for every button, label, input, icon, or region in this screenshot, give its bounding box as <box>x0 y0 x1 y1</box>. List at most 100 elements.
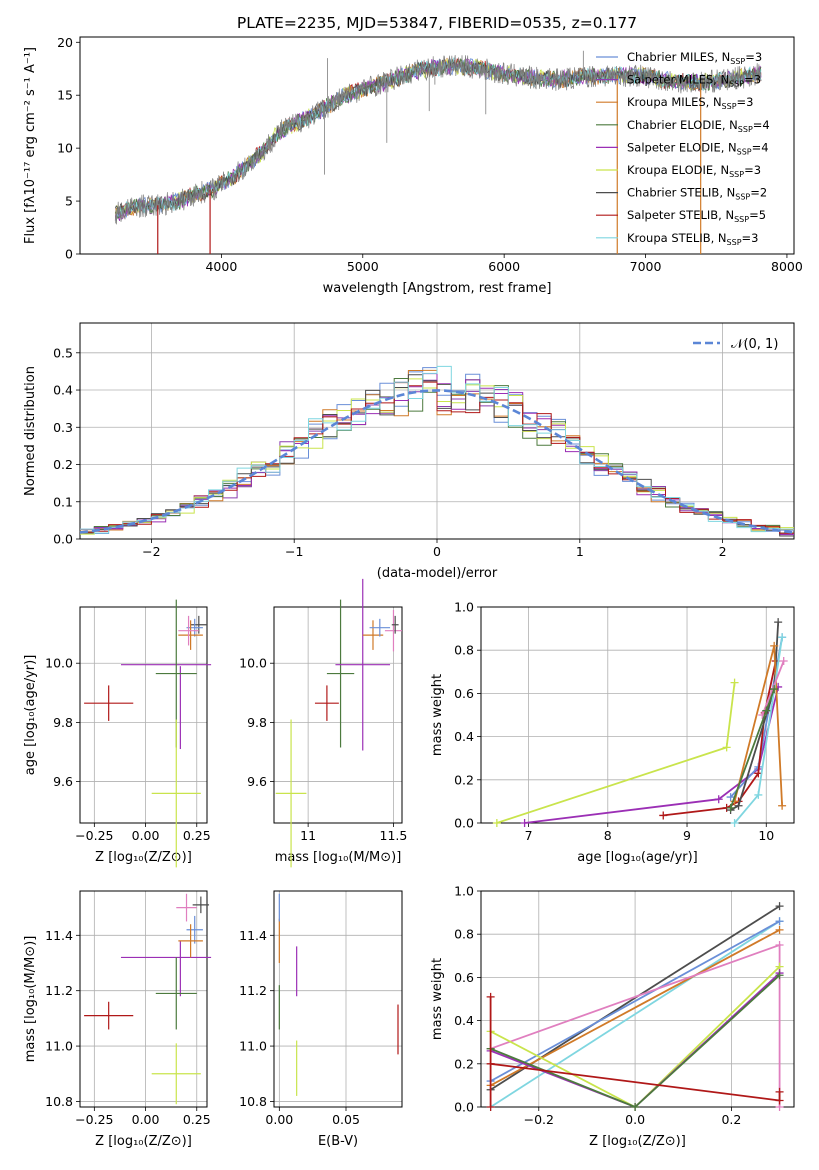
legend-label: Salpeter STELIB, N <box>627 208 734 222</box>
legend-entry: Chabrier ELODIE, NSSP=4 <box>627 118 770 134</box>
y-tick-label: 0.0 <box>53 532 73 547</box>
y-tick-label: 15 <box>57 88 73 103</box>
y-tick-label: 11.4 <box>239 928 267 943</box>
x-tick-label: 5000 <box>347 259 379 274</box>
y-tick-label: 1.0 <box>454 600 474 615</box>
x-tick-label: 0.05 <box>332 1112 360 1127</box>
y-tick-label: 20 <box>57 35 73 50</box>
mass-weight-vs-age-panel: 7 8 9 10 0.0 0.2 0.4 0.6 0.8 1.0 age [log₁₀(age/yr… <box>430 600 795 865</box>
y-tick-label: 0.2 <box>454 1056 474 1071</box>
legend-subscript: SSP <box>729 170 744 179</box>
legend-subscript: SSP <box>722 102 737 111</box>
legend-value: =3 <box>744 73 761 87</box>
legend-entry: Kroupa STELIB, NSSP=3 <box>627 231 758 247</box>
data-point-marker <box>770 685 779 694</box>
data-point-marker <box>722 743 731 752</box>
data-point-marker <box>778 633 787 642</box>
data-point-marker <box>778 801 787 810</box>
age-vs-metallicity-panel: −0.25 0.00 0.25 9.6 9.8 10.0 Z [log₁₀(Z/Z⊙)] ag… <box>23 599 212 868</box>
series-line <box>490 920 781 1108</box>
legend-label: Kroupa ELODIE, N <box>627 163 729 177</box>
y-tick-label: 0.6 <box>454 686 474 701</box>
x-axis-label: Z [log₁₀(Z/Z⊙)] <box>95 1134 192 1149</box>
x-tick-label: 9 <box>683 828 691 843</box>
x-tick-label: 7000 <box>630 259 662 274</box>
data-point-marker <box>762 706 771 715</box>
y-axis-label: mass weight <box>430 958 445 1040</box>
mass-weight-vs-metallicity-panel: −0.2 0.0 0.2 0.0 0.2 0.4 0.6 0.8 1.0 Z [log₁₀(Z/Z… <box>430 884 795 1149</box>
y-tick-label: 9.8 <box>247 715 267 730</box>
legend-entry: Salpeter STELIB, NSSP=5 <box>627 208 766 224</box>
data-point-marker <box>754 790 763 799</box>
legend-entry: Kroupa ELODIE, NSSP=3 <box>627 163 761 179</box>
x-tick-label: 6000 <box>488 259 520 274</box>
legend-label: Chabrier MILES, N <box>627 50 730 64</box>
legend-label: Kroupa STELIB, N <box>627 231 727 245</box>
legend-label: Chabrier STELIB, N <box>627 186 735 200</box>
x-tick-label: 2 <box>719 544 727 559</box>
figure-title: PLATE=2235, MJD=53847, FIBERID=0535, z=0… <box>237 14 637 32</box>
legend-entry: Salpeter ELODIE, NSSP=4 <box>627 140 769 156</box>
y-tick-label: 0.2 <box>53 457 73 472</box>
x-tick-label: 0 <box>433 544 441 559</box>
x-tick-label: −0.25 <box>75 828 113 843</box>
legend-value: =3 <box>745 50 762 64</box>
y-tick-label: 0.0 <box>454 816 474 831</box>
data-point-marker <box>726 793 735 802</box>
data-point-marker <box>775 1096 784 1105</box>
y-tick-label: 0.1 <box>53 494 73 509</box>
data-point-marker <box>726 803 735 812</box>
legend-entry: Kroupa MILES, NSSP=3 <box>627 95 753 111</box>
legend-subscript: SSP <box>727 238 742 247</box>
legend-value: =5 <box>749 208 766 222</box>
x-axis-label: age [log₁₀(age/yr)] <box>577 850 698 865</box>
y-tick-label: 10.0 <box>239 656 267 671</box>
data-point-marker <box>486 1103 495 1111</box>
y-tick-label: 0.6 <box>454 970 474 985</box>
x-tick-label: 11 <box>300 828 316 843</box>
data-point-marker <box>520 819 529 827</box>
y-axis-label: mass [log₁₀(M/M⊙)] <box>23 936 38 1063</box>
age-vs-mass-panel: 11 11.5 9.6 9.8 10.0 mass [log₁₀(M/M⊙)] <box>239 578 407 868</box>
legend-value: =3 <box>737 95 754 109</box>
legend-label: Kroupa MILES, N <box>627 95 722 109</box>
spectrum-panel: 4000 5000 6000 7000 8000 0 5 10 15 20 wavelength [… <box>23 35 803 296</box>
legend-value: =3 <box>742 231 759 245</box>
series-line <box>490 929 781 1087</box>
y-tick-label: 0.2 <box>454 772 474 787</box>
y-tick-label: 11.2 <box>45 983 73 998</box>
x-tick-label: 4000 <box>205 259 237 274</box>
y-tick-label: 11.0 <box>45 1039 73 1054</box>
y-tick-label: 10 <box>57 141 73 156</box>
y-tick-label: 5 <box>65 194 73 209</box>
legend-subscript: SSP <box>735 193 750 202</box>
spectrum-data-line <box>114 55 762 225</box>
data-point-marker <box>775 925 784 934</box>
data-point-marker <box>775 941 784 949</box>
y-tick-label: 0.8 <box>454 927 474 942</box>
legend-entry: Salpeter MILES, NSSP=3 <box>627 73 761 89</box>
x-tick-label: 10 <box>758 828 774 843</box>
x-tick-label: 0.2 <box>721 1112 741 1127</box>
data-point-marker <box>730 678 739 687</box>
x-tick-label: −0.25 <box>75 1112 113 1127</box>
y-tick-label: 11.0 <box>239 1039 267 1054</box>
legend-label: Salpeter MILES, N <box>627 73 729 87</box>
y-tick-label: 11.2 <box>239 983 267 998</box>
series-line <box>490 920 781 1082</box>
x-tick-label: 0.0 <box>625 1112 645 1127</box>
legend-entry: Chabrier STELIB, NSSP=2 <box>627 186 767 202</box>
y-tick-label: 0.4 <box>454 729 474 744</box>
y-tick-label: 11.4 <box>45 928 73 943</box>
data-point-marker <box>775 902 784 911</box>
legend-subscript: SSP <box>737 147 752 156</box>
y-axis-label: Flux [fλ10⁻¹⁷ erg cm⁻² s⁻¹ A⁻¹] <box>23 47 38 244</box>
data-point-marker <box>631 1103 640 1111</box>
x-tick-label: 7 <box>525 828 533 843</box>
legend-subscript: SSP <box>729 80 744 89</box>
data-point-marker <box>714 795 723 804</box>
x-tick-label: −1 <box>285 544 303 559</box>
y-tick-label: 9.8 <box>53 715 73 730</box>
legend-value: =4 <box>753 118 770 132</box>
legend-label: Salpeter ELODIE, N <box>627 140 737 154</box>
